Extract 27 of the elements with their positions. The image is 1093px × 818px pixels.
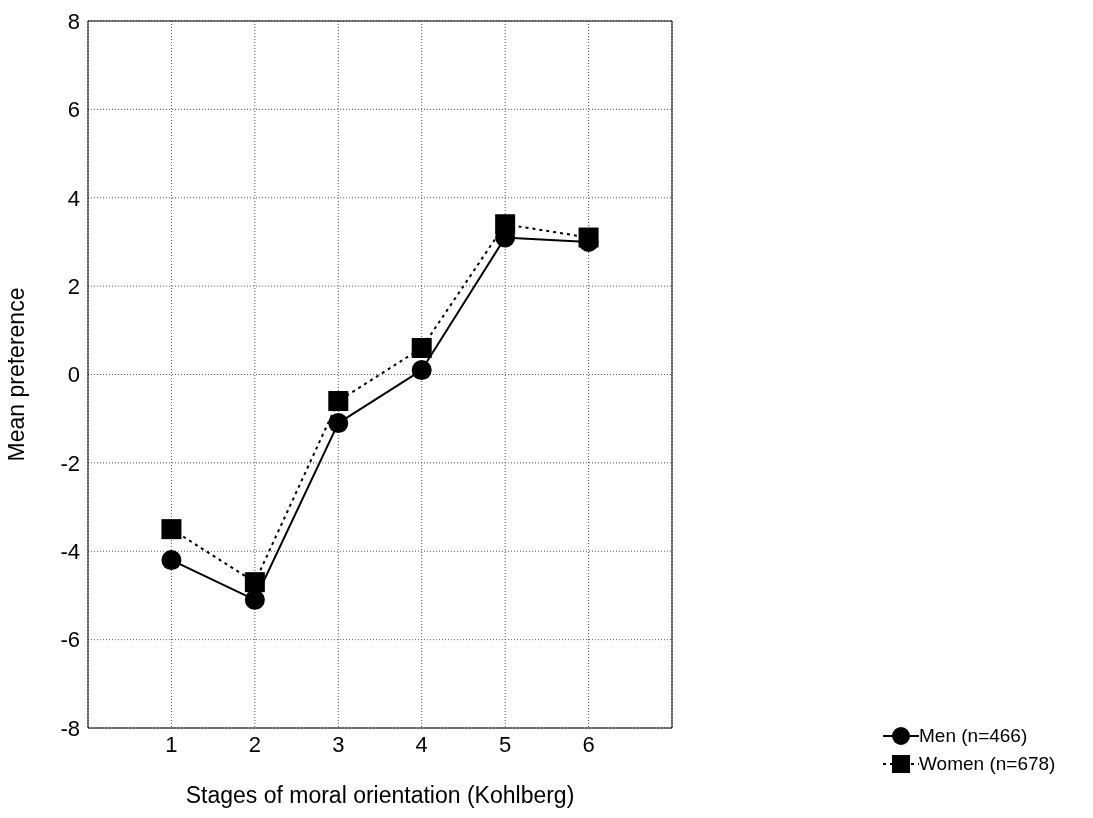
y-tick-label: -4 bbox=[60, 539, 80, 565]
y-tick-label: -6 bbox=[60, 627, 80, 653]
y-tick-label: -2 bbox=[60, 450, 80, 476]
point bbox=[244, 572, 265, 593]
x-tick-label: 1 bbox=[165, 731, 178, 757]
point bbox=[161, 519, 182, 540]
point bbox=[161, 550, 182, 571]
y-axis-title: Mean preference bbox=[3, 287, 30, 462]
x-tick-label: 4 bbox=[415, 731, 428, 757]
y-tick-label: 6 bbox=[67, 97, 80, 123]
x-tick-label: 2 bbox=[248, 731, 261, 757]
y-tick-label: 4 bbox=[67, 185, 80, 211]
point bbox=[411, 360, 432, 381]
y-tick-label: 8 bbox=[67, 8, 80, 34]
legend-label: Men (n=466) bbox=[919, 725, 1028, 747]
point bbox=[328, 391, 349, 412]
point bbox=[328, 413, 349, 434]
x-tick-label: 3 bbox=[332, 731, 345, 757]
legend-label: Women (n=678) bbox=[919, 753, 1056, 775]
y-tick-label: 0 bbox=[67, 362, 80, 388]
x-tick-label: 6 bbox=[582, 731, 595, 757]
x-axis-title: Stages of moral orientation (Kohlberg) bbox=[185, 782, 575, 808]
x-tick-label: 5 bbox=[499, 731, 512, 757]
point bbox=[411, 337, 432, 358]
point bbox=[244, 589, 265, 610]
y-tick-label: 2 bbox=[67, 273, 80, 299]
y-tick-label: -8 bbox=[60, 715, 80, 741]
